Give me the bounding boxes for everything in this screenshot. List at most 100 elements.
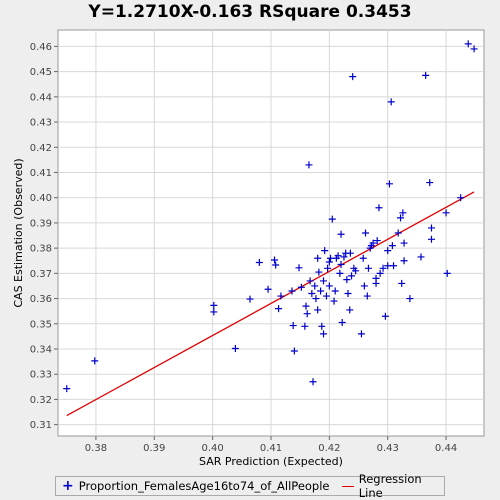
data-point — [385, 180, 393, 188]
y-tick-label: 0.38 — [30, 244, 52, 255]
data-point — [320, 330, 328, 338]
y-tick-label: 0.36 — [30, 294, 52, 305]
x-tick-label: 0.38 — [85, 443, 107, 454]
data-point — [400, 257, 408, 265]
data-point — [442, 209, 450, 217]
chart-title: Y=1.2710X-0.163 RSquare 0.3453 — [88, 2, 412, 22]
data-point — [388, 242, 396, 250]
data-point — [231, 344, 239, 352]
data-point — [210, 308, 218, 316]
data-points — [63, 40, 478, 393]
data-point — [314, 254, 322, 262]
y-tick-label: 0.41 — [30, 168, 52, 179]
x-tick-label: 0.39 — [143, 443, 165, 454]
data-point — [322, 292, 330, 300]
data-point — [338, 319, 346, 327]
data-point — [288, 287, 296, 295]
y-tick-label: 0.34 — [30, 345, 52, 356]
data-point — [272, 261, 280, 269]
y-tick-label: 0.43 — [30, 118, 52, 129]
data-point — [390, 262, 398, 270]
data-point — [321, 247, 329, 255]
data-point — [372, 279, 380, 287]
data-point — [344, 290, 352, 298]
data-point — [427, 224, 435, 232]
data-point — [369, 239, 377, 247]
data-point — [301, 322, 309, 330]
data-point — [255, 259, 263, 267]
data-point — [352, 267, 360, 275]
data-point — [349, 73, 357, 81]
regression-line-layer — [66, 191, 475, 417]
grid-lines — [58, 30, 484, 436]
data-point — [289, 322, 297, 330]
data-point — [346, 306, 354, 314]
data-point — [406, 295, 414, 303]
data-point — [297, 283, 305, 291]
y-tick-label: 0.32 — [30, 395, 52, 406]
data-point — [381, 312, 389, 320]
data-point — [318, 322, 326, 330]
data-point — [362, 229, 370, 237]
data-point — [336, 269, 344, 277]
data-point — [398, 279, 406, 287]
data-point — [309, 378, 317, 386]
data-point — [340, 253, 348, 261]
data-point — [331, 287, 339, 295]
data-point — [275, 305, 283, 313]
data-point — [302, 302, 310, 310]
legend-scatter-label: Proportion_FemalesAge16to74_of_AllPeople — [78, 479, 330, 493]
data-point — [394, 229, 402, 237]
data-point — [379, 264, 387, 272]
regression-line — [66, 191, 475, 417]
data-point — [373, 237, 381, 245]
data-point — [400, 239, 408, 247]
data-point — [246, 295, 254, 303]
data-point — [357, 330, 365, 338]
data-point — [343, 276, 351, 284]
data-point — [271, 256, 279, 264]
data-point — [376, 269, 384, 277]
data-point — [346, 249, 354, 257]
data-point — [399, 209, 407, 217]
data-point — [334, 252, 342, 260]
data-point — [443, 269, 451, 277]
legend-item-scatter: + Proportion_FemalesAge16to74_of_AllPeop… — [62, 479, 330, 493]
data-point — [387, 98, 395, 106]
data-point — [337, 261, 345, 269]
data-point — [325, 282, 333, 290]
data-point — [325, 258, 333, 266]
data-point — [337, 230, 345, 238]
data-point — [210, 301, 218, 309]
data-point — [303, 310, 311, 318]
y-tick-label: 0.31 — [30, 420, 52, 431]
y-tick-label: 0.37 — [30, 269, 52, 280]
data-point — [457, 194, 465, 202]
plus-marker-icon: + — [62, 478, 74, 494]
data-point — [360, 282, 368, 290]
data-point — [328, 215, 336, 223]
x-tick-label: 0.41 — [260, 443, 282, 454]
legend: + Proportion_FemalesAge16to74_of_AllPeop… — [55, 472, 445, 500]
x-axis-label: SAR Prediction (Expected) — [199, 455, 343, 468]
data-point — [63, 385, 71, 393]
x-tick-label: 0.43 — [377, 443, 399, 454]
data-point — [317, 287, 325, 295]
y-tick-label: 0.39 — [30, 218, 52, 229]
y-tick-label: 0.33 — [30, 370, 52, 381]
data-point — [364, 264, 372, 272]
y-axis-ticks: 0.31 0.32 0.33 0.34 0.35 0.36 0.37 0.38 0.39 0.40… — [30, 42, 58, 431]
data-point — [315, 268, 323, 276]
data-point — [359, 254, 367, 262]
data-point — [427, 235, 435, 243]
y-tick-label: 0.45 — [30, 67, 52, 78]
data-point — [384, 262, 392, 270]
data-point — [295, 264, 303, 272]
y-tick-label: 0.40 — [30, 193, 52, 204]
x-tick-label: 0.44 — [435, 443, 457, 454]
data-point — [327, 254, 335, 262]
data-point — [417, 253, 425, 261]
data-point — [348, 272, 356, 280]
data-point — [470, 45, 478, 53]
